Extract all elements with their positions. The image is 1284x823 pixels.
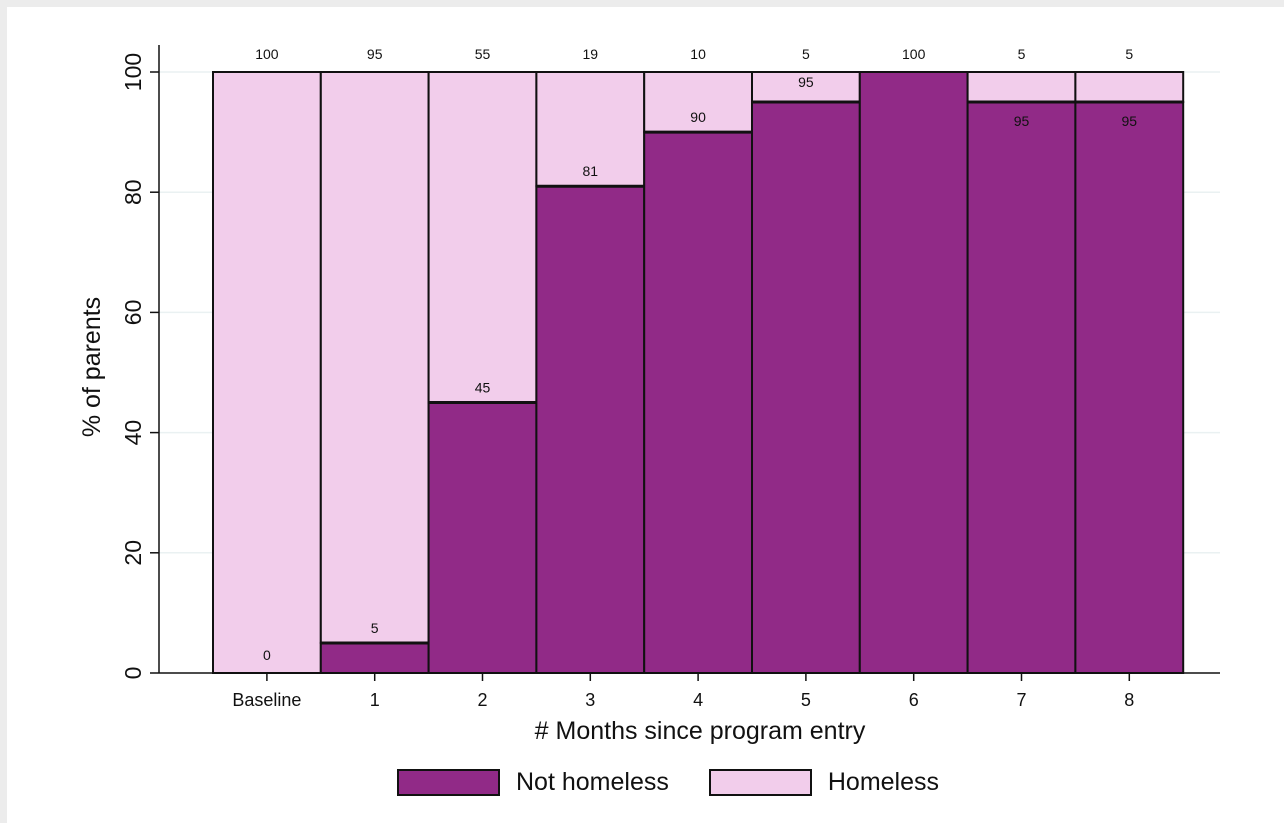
data-label-boundary-4: 90 (690, 109, 706, 125)
legend-swatch-not-homeless (397, 769, 500, 796)
data-label-top-0: 100 (255, 46, 279, 62)
data-label-top-7: 5 (1018, 46, 1026, 62)
x-tick-label-5: 5 (801, 690, 811, 710)
legend-item-homeless: Homeless (708, 768, 940, 797)
data-label-top-2: 55 (475, 46, 491, 62)
legend-swatch-homeless (708, 769, 812, 796)
data-label-top-1: 95 (367, 46, 383, 62)
bar-not-homeless-4 (643, 131, 754, 675)
data-label-top-6: 100 (902, 46, 926, 62)
chart-figure: 100 0 95 5 55 45 19 81 10 90 5 95 100 5 95 5 95 Baseline… (7, 7, 1284, 823)
data-label-boundary-5: 95 (798, 74, 814, 90)
y-tick-label-80: 80 (120, 179, 146, 205)
legend-label-homeless: Homeless (827, 768, 940, 796)
y-tick-label-40: 40 (120, 420, 146, 446)
bar-homeless-7 (966, 71, 1077, 104)
legend: Not homeless Homeless (397, 768, 939, 797)
data-label-boundary-8: 95 (1122, 113, 1138, 129)
bar-not-homeless-6 (858, 71, 969, 674)
bar-homeless-0 (212, 71, 322, 674)
y-tick-label-0: 0 (120, 667, 146, 680)
x-tick-label-2: 2 (477, 690, 487, 710)
bar-homeless-8 (1074, 71, 1185, 104)
x-tick-label-4: 4 (693, 690, 703, 710)
bar-not-homeless-7 (966, 101, 1077, 675)
x-tick-label-6: 6 (909, 690, 919, 710)
data-label-boundary-1: 5 (371, 620, 379, 636)
bar-not-homeless-5 (751, 101, 861, 675)
bar-homeless-2 (427, 71, 538, 404)
x-axis-label: # Months since program entry (535, 717, 866, 745)
data-label-top-4: 10 (690, 46, 706, 62)
data-label-boundary-2: 45 (475, 380, 491, 396)
legend-label-not-homeless: Not homeless (516, 768, 669, 796)
legend-item-not-homeless: Not homeless (397, 768, 669, 797)
x-tick-label-8: 8 (1124, 690, 1134, 710)
x-tick-label-3: 3 (585, 690, 595, 710)
data-label-boundary-7: 95 (1014, 113, 1030, 129)
data-label-top-8: 5 (1125, 46, 1133, 62)
x-tick-label-0: Baseline (232, 690, 301, 710)
bar-not-homeless-1 (319, 641, 430, 675)
bar-homeless-1 (319, 71, 430, 644)
y-tick-label-60: 60 (120, 300, 146, 326)
bar-not-homeless-2 (427, 401, 538, 674)
data-label-top-3: 19 (583, 46, 599, 62)
bars (212, 71, 1185, 675)
bar-not-homeless-3 (535, 185, 646, 674)
data-label-boundary-3: 81 (583, 163, 599, 179)
bar-not-homeless-8 (1074, 101, 1185, 675)
data-label-boundary-0: 0 (263, 647, 271, 663)
y-axis-label: % of parents (78, 297, 106, 437)
x-tick-label-7: 7 (1016, 690, 1026, 710)
data-label-top-5: 5 (802, 46, 810, 62)
y-tick-label-20: 20 (120, 540, 146, 566)
x-tick-label-1: 1 (370, 690, 380, 710)
y-tick-label-100: 100 (120, 53, 146, 91)
